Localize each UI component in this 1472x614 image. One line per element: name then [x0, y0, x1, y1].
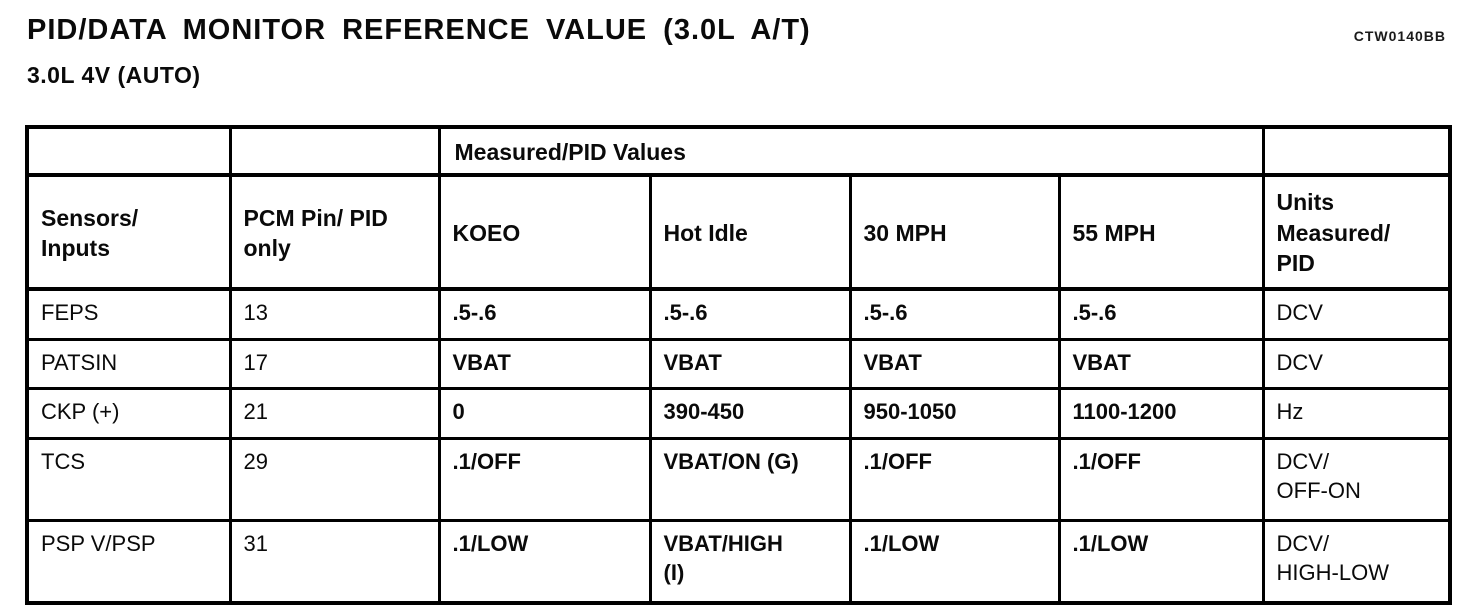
column-header-30mph: 30 MPH	[848, 173, 1061, 291]
table-cell-sensor: CKP (+)	[25, 386, 232, 440]
table-cell-sensor: PATSIN	[25, 337, 232, 390]
table-cell-koeo: .1/LOW	[437, 518, 652, 605]
table-cell-hot-idle: VBAT	[648, 337, 852, 390]
column-header-units: Units Measured/ PID	[1261, 173, 1452, 291]
table-cell-55mph: .1/OFF	[1057, 436, 1265, 522]
table-row-column-headers: Sensors/ Inputs PCM Pin/ PID only KOEO H…	[25, 173, 1452, 291]
table-cell-units: DCV/ HIGH-LOW	[1261, 518, 1452, 605]
column-header-55mph: 55 MPH	[1057, 173, 1265, 291]
table-cell-units: DCV/ OFF-ON	[1261, 436, 1452, 522]
table-cell-30mph: .1/OFF	[848, 436, 1061, 522]
table-cell-empty	[228, 125, 441, 177]
table-cell-koeo: VBAT	[437, 337, 652, 390]
table-cell-units: DCV	[1261, 337, 1452, 390]
column-header-hot-idle: Hot Idle	[648, 173, 852, 291]
table-cell-55mph: 1100-1200	[1057, 386, 1265, 440]
table-cell-sensor: FEPS	[25, 287, 232, 341]
table-cell-pin: 29	[228, 436, 441, 522]
table-row-patsin: PATSIN 17 VBAT VBAT VBAT VBAT DCV	[25, 337, 1452, 390]
table-cell-koeo: .5-.6	[437, 287, 652, 341]
engine-variant-subtitle: 3.0L 4V (AUTO)	[27, 62, 201, 88]
table-cell-units: Hz	[1261, 386, 1452, 440]
column-header-sensors-inputs: Sensors/ Inputs	[25, 173, 232, 291]
table-cell-55mph: VBAT	[1057, 337, 1265, 390]
table-cell-sensor: TCS	[25, 436, 232, 522]
table-cell-30mph: VBAT	[848, 337, 1061, 390]
table-row-ckp: CKP (+) 21 0 390-450 950-1050 1100-1200 …	[25, 386, 1452, 440]
column-header-pcm-pin: PCM Pin/ PID only	[228, 173, 441, 291]
column-header-koeo: KOEO	[437, 173, 652, 291]
table-row-group-header: Measured/PID Values	[25, 125, 1452, 177]
group-header: Measured/PID Values	[437, 125, 1265, 177]
table-cell-30mph: .1/LOW	[848, 518, 1061, 605]
table-cell-hot-idle: .5-.6	[648, 287, 852, 341]
table-cell-55mph: .5-.6	[1057, 287, 1265, 341]
pid-reference-table: Measured/PID Values Sensors/ Inputs PCM …	[25, 125, 1453, 605]
table-cell-units: DCV	[1261, 287, 1452, 341]
table-row-psp: PSP V/PSP 31 .1/LOW VBAT/HIGH (I) .1/LOW…	[25, 518, 1452, 605]
table-row-feps: FEPS 13 .5-.6 .5-.6 .5-.6 .5-.6 DCV	[25, 287, 1452, 341]
table-cell-30mph: 950-1050	[848, 386, 1061, 440]
table-cell-koeo: 0	[437, 386, 652, 440]
table-cell-empty	[1261, 125, 1452, 177]
page-title: PID/DATA MONITOR REFERENCE VALUE (3.0L A…	[27, 14, 811, 46]
table-cell-hot-idle: 390-450	[648, 386, 852, 440]
table-cell-55mph: .1/LOW	[1057, 518, 1265, 605]
table-cell-pin: 13	[228, 287, 441, 341]
table-cell-koeo: .1/OFF	[437, 436, 652, 522]
table-cell-hot-idle: VBAT/HIGH (I)	[648, 518, 852, 605]
document-code: CTW0140BB	[1353, 28, 1446, 44]
table-cell-empty	[25, 125, 232, 177]
table-cell-pin: 31	[228, 518, 441, 605]
table-cell-hot-idle: VBAT/ON (G)	[648, 436, 852, 522]
table-cell-30mph: .5-.6	[848, 287, 1061, 341]
table-cell-pin: 17	[228, 337, 441, 390]
table-row-tcs: TCS 29 .1/OFF VBAT/ON (G) .1/OFF .1/OFF …	[25, 436, 1452, 522]
table-cell-pin: 21	[228, 386, 441, 440]
table-cell-sensor: PSP V/PSP	[25, 518, 232, 605]
